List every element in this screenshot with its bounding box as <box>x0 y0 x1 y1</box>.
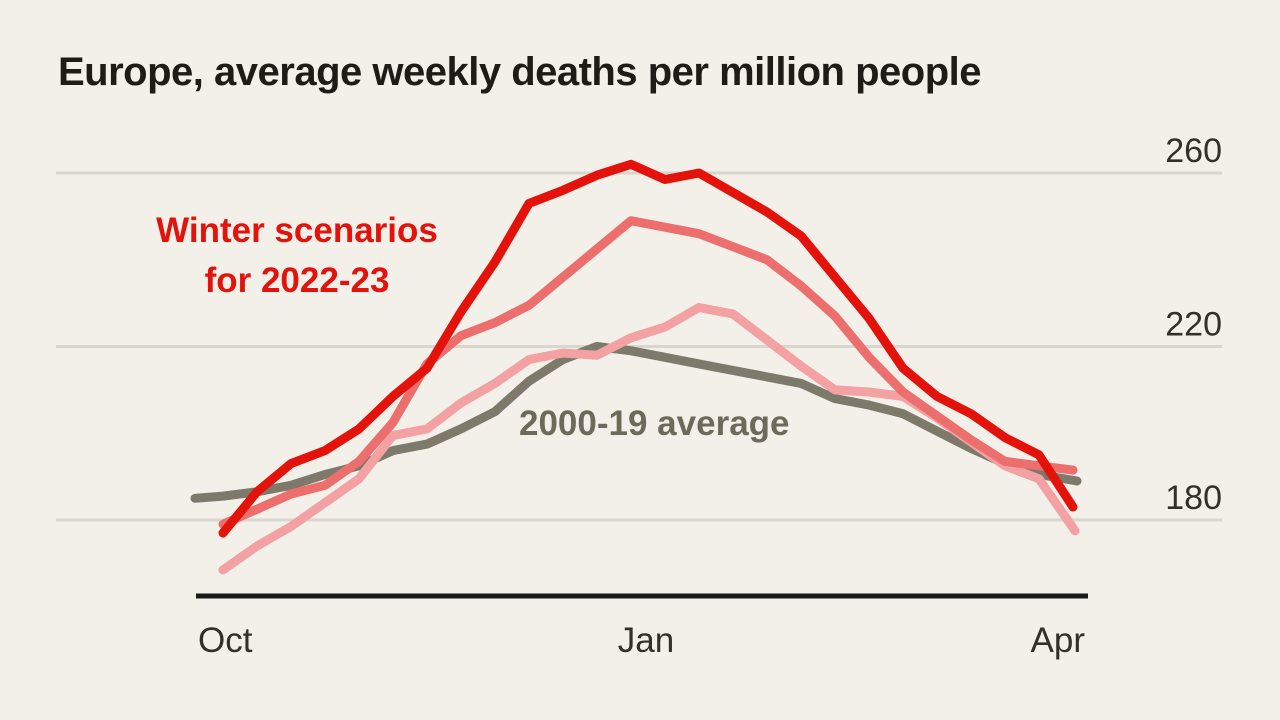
tick-labels-layer: 260 220 180 Oct Jan Apr <box>198 132 1222 660</box>
series-2000-19-average <box>190 342 1082 503</box>
scenarios-label-line2: for 2022-23 <box>204 261 390 300</box>
x-tick-Jan: Jan <box>618 621 674 660</box>
y-tick-180: 180 <box>1165 479 1222 517</box>
scenarios-label: Winter scenarios for 2022-23 <box>130 206 464 306</box>
chart-title: Europe, average weekly deaths per millio… <box>58 50 982 94</box>
gridlines-layer <box>56 171 1222 522</box>
series-winter-scenario-central <box>218 216 1078 529</box>
x-tick-Oct: Oct <box>198 621 253 660</box>
scenarios-label-line1: Winter scenarios <box>156 211 438 250</box>
x-tick-Apr: Apr <box>1031 621 1086 660</box>
series-winter-scenario-high <box>218 159 1078 538</box>
y-tick-220: 220 <box>1165 306 1222 344</box>
series-layer <box>190 159 1082 575</box>
y-tick-260: 260 <box>1165 132 1222 170</box>
average-label: 2000-19 average <box>519 404 790 443</box>
